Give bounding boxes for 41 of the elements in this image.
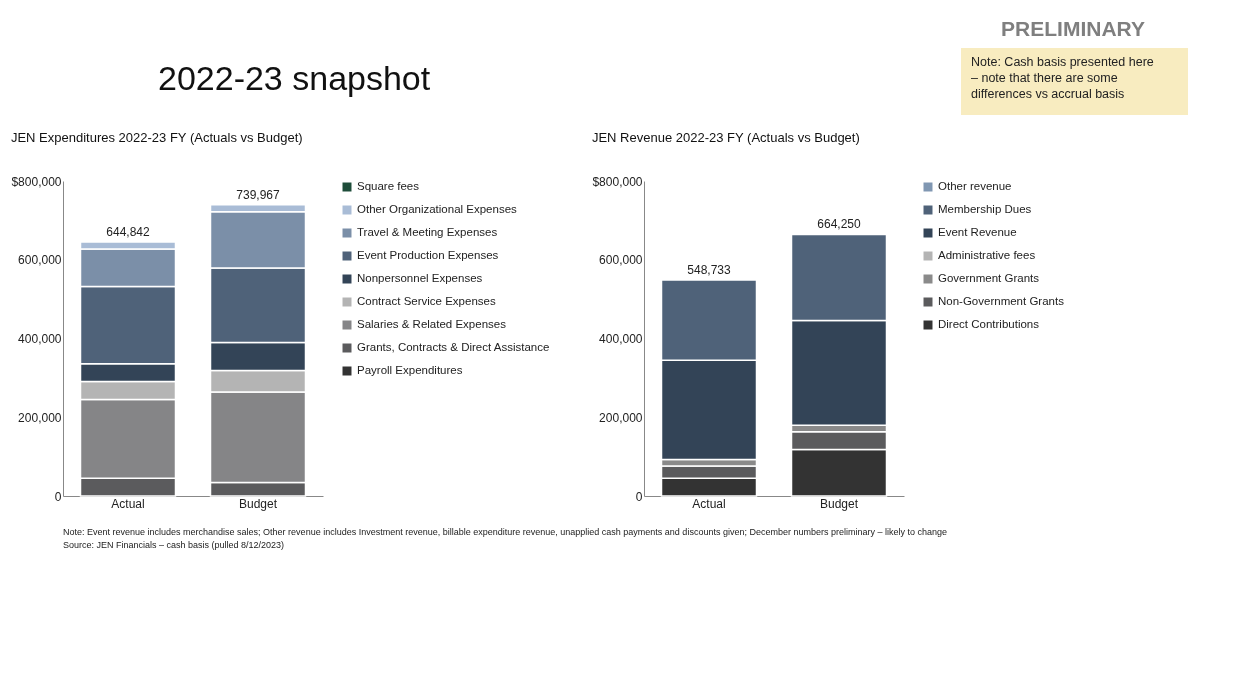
legend-label: Travel & Meeting Expenses bbox=[357, 226, 498, 238]
source-note: Source: JEN Financials – cash basis (pulled 8/12/2023) bbox=[63, 539, 285, 550]
x-tick-label: Budget bbox=[819, 496, 859, 511]
chart-title: JEN Expenditures 2022-23 FY (Actuals vs Budget) bbox=[10, 130, 303, 145]
legend-label: Grants, Contracts & Direct Assistance bbox=[357, 341, 550, 353]
total-label: 739,967 bbox=[236, 187, 281, 202]
total-label: 664,250 bbox=[817, 217, 862, 232]
legend-label: Contract Service Expenses bbox=[357, 295, 496, 307]
x-tick-label: Actual bbox=[692, 496, 726, 511]
legend-label: Other Organizational Expenses bbox=[357, 203, 518, 215]
legend-label: Direct Contributions bbox=[938, 318, 1040, 330]
y-tick-label: 200,000 bbox=[18, 410, 62, 425]
text: PRELIMINARY bbox=[1001, 17, 1145, 40]
legend-label: Salaries & Related Expenses bbox=[357, 318, 507, 330]
legend-label: Non-Government Grants bbox=[938, 295, 1065, 307]
y-tick-label: 200,000 bbox=[599, 410, 643, 425]
x-tick-label: Budget bbox=[238, 496, 278, 511]
legend-label: Event Production Expenses bbox=[357, 249, 499, 261]
text: 2022-23 snapshot bbox=[158, 59, 431, 97]
text: Note: Cash basis presented here – note that there are some differences vs accrual basis bbox=[971, 55, 1154, 101]
text: Note: Event revenue includes merchandise sales; Other revenue includes Investment revenue, billable expenditure revenue, unapplied cash payments and discounts given; December numbers preliminary – likely to change bbox=[63, 526, 947, 537]
y-tick-label: 0 bbox=[635, 489, 643, 504]
legend-label: Payroll Expenditures bbox=[357, 364, 463, 376]
legend-label: Administrative fees bbox=[938, 249, 1036, 261]
legend-label: Event Revenue bbox=[938, 226, 1017, 238]
legend-label: Membership Dues bbox=[938, 203, 1032, 215]
legend-label: Government Grants bbox=[938, 272, 1040, 284]
legend-label: Nonpersonnel Expenses bbox=[357, 272, 483, 284]
x-tick-label: Actual bbox=[111, 496, 145, 511]
legend-label: Square fees bbox=[357, 180, 420, 192]
y-tick-label: 600,000 bbox=[18, 253, 62, 268]
y-tick-label: 0 bbox=[54, 489, 62, 504]
y-tick-label: $800,000 bbox=[592, 174, 643, 189]
legend-label: Other revenue bbox=[938, 180, 1012, 192]
y-tick-label: 400,000 bbox=[599, 332, 643, 346]
y-tick-label: 400,000 bbox=[18, 332, 62, 346]
y-tick-label: 600,000 bbox=[599, 253, 643, 268]
chart-title: JEN Revenue 2022-23 FY (Actuals vs Budget) bbox=[591, 130, 860, 145]
total-label: 548,733 bbox=[687, 262, 732, 277]
total-label: 644,842 bbox=[106, 225, 151, 240]
y-tick-label: $800,000 bbox=[11, 174, 62, 189]
